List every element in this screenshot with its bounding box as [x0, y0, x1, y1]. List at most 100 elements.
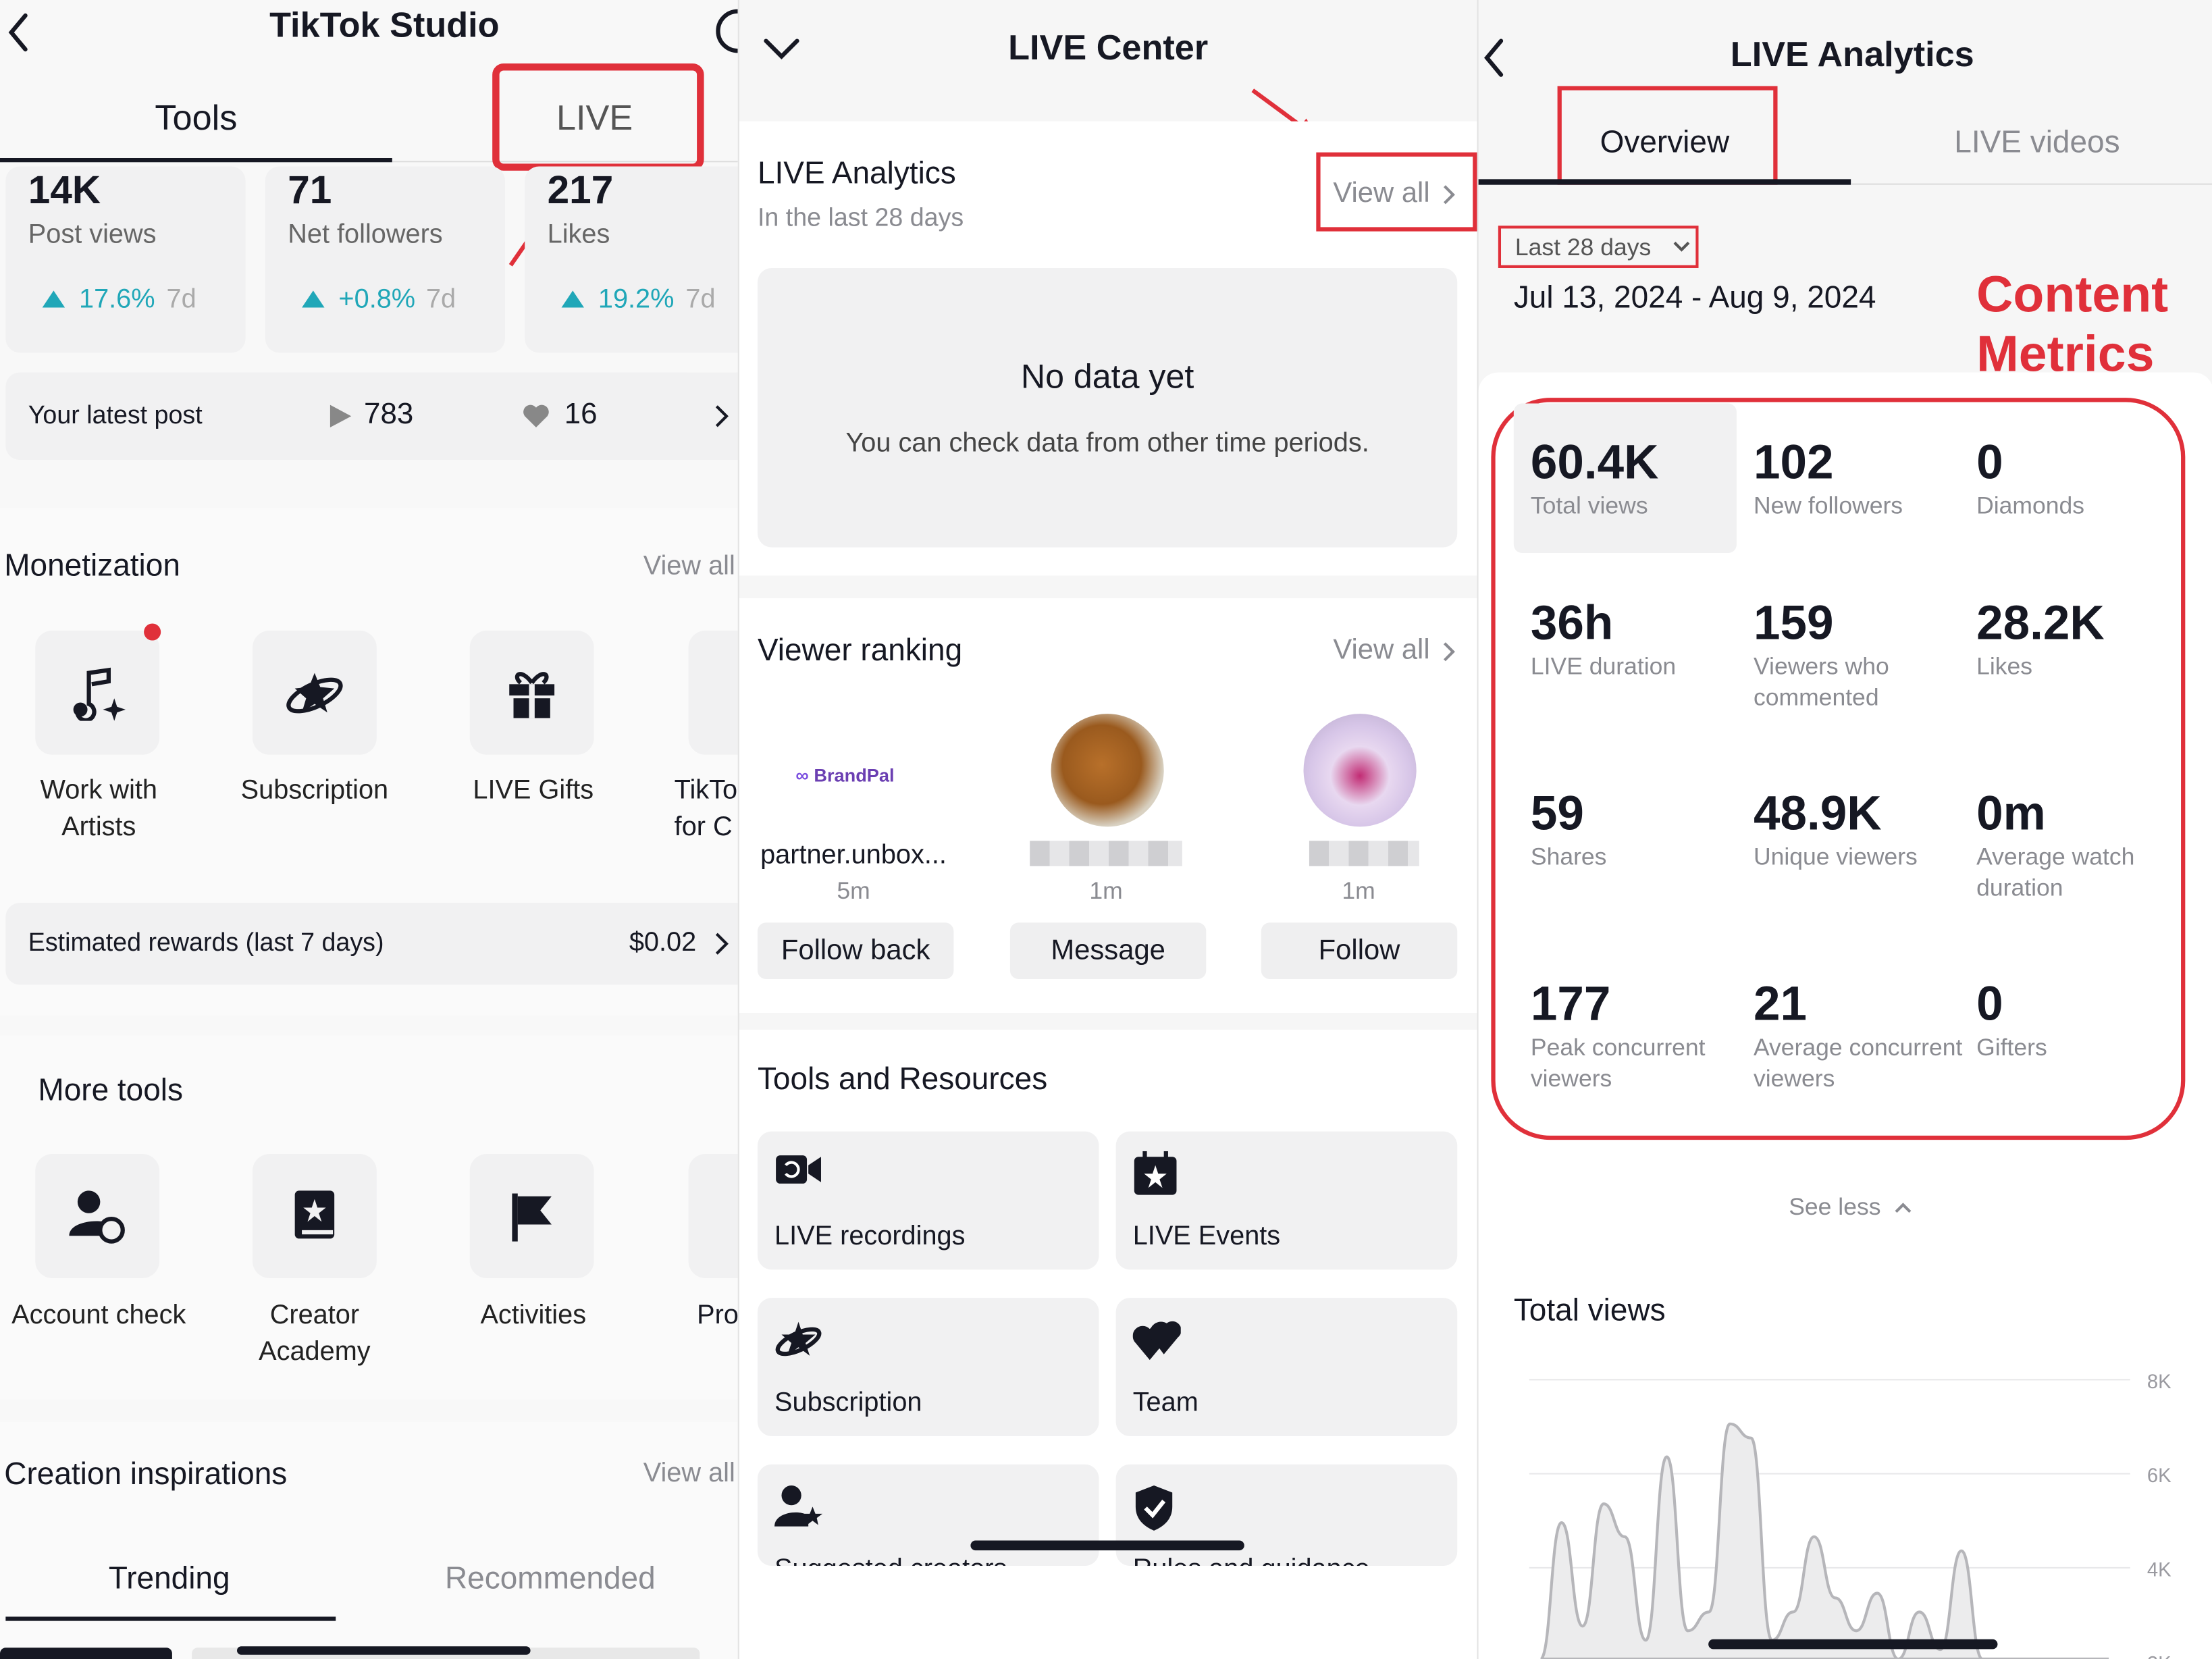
- metric-value: 60.4K: [1530, 436, 1659, 490]
- activities-button[interactable]: [469, 1154, 594, 1278]
- stat-value: 217: [547, 167, 614, 212]
- suggested-creators-tile[interactable]: Suggested creators: [757, 1464, 1099, 1566]
- creator-academy-button[interactable]: [252, 1154, 377, 1278]
- brand-logo-mark: ∞: [795, 764, 809, 786]
- metric-label: Viewers who commented: [1753, 653, 1889, 712]
- metric-item[interactable]: 36h LIVE duration: [1531, 596, 1742, 683]
- tool-label: Activities: [480, 1300, 587, 1331]
- stat-card-likes[interactable]: 217 Likes 19.2% 7d: [525, 166, 738, 353]
- empty-text: You can check data from other time perio…: [845, 429, 1369, 459]
- tiktok-studio-panel: TikTok Studio Tools LIVE 14K Post views …: [0, 0, 738, 1659]
- tiktok-for-creators-button[interactable]: [688, 630, 738, 755]
- calendar-star-icon: [1134, 1151, 1177, 1195]
- message-button[interactable]: Message: [1009, 922, 1207, 979]
- tab-recommended[interactable]: Recommended: [444, 1560, 656, 1596]
- back-icon[interactable]: [5, 11, 31, 54]
- live-analytics-panel: LIVE Analytics Overview LIVE videos Last…: [1477, 0, 2212, 1659]
- team-tile[interactable]: Team: [1115, 1298, 1458, 1436]
- latest-post-likes: 16: [564, 398, 598, 431]
- chip-preview[interactable]: [0, 1648, 172, 1659]
- metric-label: New followers: [1753, 492, 1903, 519]
- annotation-label: Content Metrics: [1976, 265, 2169, 383]
- metric-item[interactable]: 159 Viewers who commented: [1754, 596, 1965, 714]
- viewer-avatar[interactable]: [1051, 714, 1164, 827]
- tab-trending[interactable]: Trending: [108, 1560, 230, 1596]
- tile-label: LIVE Events: [1132, 1221, 1281, 1252]
- viewer-avatar[interactable]: [1303, 714, 1417, 827]
- stat-card-net-followers[interactable]: 71 Net followers +0.8% 7d: [265, 166, 505, 353]
- metric-item[interactable]: 102 New followers: [1754, 435, 1965, 523]
- back-icon[interactable]: [1481, 36, 1507, 79]
- metric-item[interactable]: 59 Shares: [1531, 786, 1742, 874]
- bottom-area: [739, 1566, 1477, 1659]
- card-title: LIVE Analytics: [757, 155, 956, 191]
- account-check-button[interactable]: [35, 1154, 160, 1278]
- subscription-tile[interactable]: Subscription: [757, 1298, 1099, 1436]
- live-center-panel: LIVE Center LIVE Analytics In the last 2…: [737, 0, 1477, 1659]
- viewer-name[interactable]: partner.unbox...: [760, 841, 947, 871]
- metric-item[interactable]: 48.9K Unique viewers: [1754, 786, 1965, 874]
- flag-icon: [512, 1193, 552, 1242]
- metric-item[interactable]: 0 Gifters: [1976, 976, 2188, 1064]
- home-indicator: [237, 1646, 531, 1655]
- y-tick-label: 2K: [2147, 1654, 2171, 1659]
- tab-live[interactable]: LIVE: [556, 99, 633, 138]
- home-indicator: [1708, 1639, 1998, 1650]
- live-events-tile[interactable]: LIVE Events: [1115, 1131, 1458, 1270]
- latest-post-row[interactable]: Your latest post 783 16: [5, 372, 738, 460]
- metric-value: 36h: [1530, 596, 1614, 651]
- rules-guidance-tile[interactable]: Rules and guidance: [1115, 1464, 1458, 1566]
- page-title: LIVE Analytics: [1730, 35, 1974, 75]
- stat-value: 71: [288, 167, 332, 212]
- stat-period: 7d: [425, 285, 456, 315]
- view-all-link[interactable]: View all: [643, 1458, 735, 1489]
- follow-button[interactable]: Follow: [1261, 922, 1458, 979]
- chevron-down-icon: [1673, 241, 1690, 252]
- estimated-rewards-row[interactable]: Estimated rewards (last 7 days) $0.02: [5, 903, 738, 985]
- date-range-text: Jul 13, 2024 - Aug 9, 2024: [1513, 279, 1876, 315]
- pro-tool-button[interactable]: [688, 1154, 738, 1278]
- chevron-up-icon: [1895, 1203, 1912, 1213]
- tool-label: TikTok for C: [674, 776, 738, 843]
- chevron-right-icon: [1443, 642, 1455, 662]
- tab-live-videos[interactable]: LIVE videos: [1954, 124, 2120, 160]
- page-title: TikTok Studio: [269, 5, 500, 45]
- divider: [1851, 183, 2212, 185]
- live-gifts-button[interactable]: [469, 630, 594, 755]
- live-recordings-tile[interactable]: LIVE recordings: [757, 1131, 1099, 1270]
- settings-icon[interactable]: [712, 5, 738, 56]
- metric-item[interactable]: 0m Average watch duration: [1976, 786, 2188, 905]
- chevron-down-icon[interactable]: [762, 36, 801, 62]
- tile-label: LIVE recordings: [774, 1221, 966, 1252]
- view-all-link[interactable]: View all: [643, 551, 735, 581]
- chart-title: Total views: [1513, 1292, 1666, 1328]
- notification-dot: [144, 623, 161, 641]
- stat-period: 7d: [685, 285, 716, 315]
- studio-header: [0, 0, 738, 167]
- tool-label: LIVE Gifts: [473, 776, 594, 806]
- tab-overview[interactable]: Overview: [1600, 124, 1730, 160]
- work-with-artists-button[interactable]: [35, 630, 160, 755]
- redacted-name: [1030, 841, 1182, 866]
- see-less-link[interactable]: See less: [1789, 1193, 1881, 1221]
- metric-label: Gifters: [1976, 1034, 2047, 1061]
- metric-item[interactable]: 0 Diamonds: [1976, 435, 2188, 523]
- tool-label: Pro: [697, 1300, 738, 1331]
- metric-item[interactable]: 60.4K Total views: [1513, 403, 1742, 554]
- stat-label: Post views: [28, 219, 157, 250]
- metric-item[interactable]: 28.2K Likes: [1976, 596, 2188, 683]
- stat-card-post-views[interactable]: 14K Post views 17.6% 7d: [5, 166, 246, 353]
- latest-post-label: Your latest post: [28, 400, 203, 429]
- subscription-button[interactable]: [252, 630, 377, 755]
- gift-icon: [509, 672, 555, 718]
- metric-item[interactable]: 21 Average concurrent viewers: [1754, 976, 1965, 1095]
- highlight-box-view-all: [1316, 152, 1477, 232]
- date-range-dropdown[interactable]: Last 28 days: [1498, 226, 1699, 268]
- metric-highlight: [1513, 403, 1737, 554]
- up-triangle-icon: [302, 290, 325, 308]
- view-all-link[interactable]: View all: [1333, 178, 1430, 209]
- follow-back-button[interactable]: Follow back: [757, 922, 954, 979]
- metric-item[interactable]: 177 Peak concurrent viewers: [1531, 976, 1742, 1095]
- tab-tools[interactable]: Tools: [155, 99, 238, 138]
- view-all-link[interactable]: View all: [1333, 635, 1430, 666]
